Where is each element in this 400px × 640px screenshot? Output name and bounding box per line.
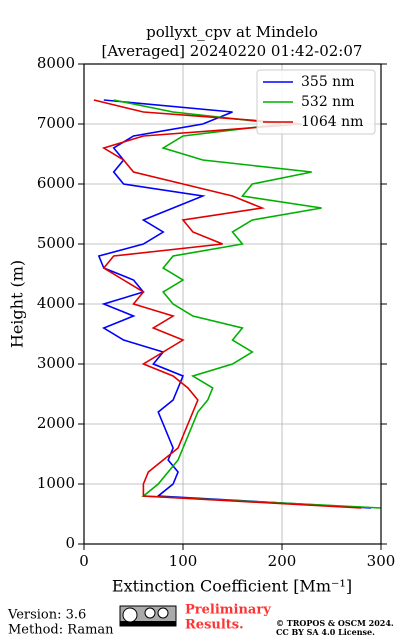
y-tick-label: 2000 bbox=[37, 414, 75, 432]
plot-frame bbox=[83, 63, 382, 545]
y-tick-label: 1000 bbox=[37, 474, 75, 492]
legend-label: 532 nm bbox=[301, 94, 354, 110]
y-tick-label: 8000 bbox=[37, 54, 75, 72]
x-tick-label: 300 bbox=[367, 552, 396, 570]
chart-title: [Averaged] 20240220 01:42-02:07 bbox=[102, 42, 363, 60]
x-axis-label: Extinction Coefficient [Mm⁻¹] bbox=[112, 577, 352, 596]
status: Preliminary bbox=[185, 603, 271, 618]
x-tick-label: 200 bbox=[268, 552, 297, 570]
profile-line bbox=[113, 99, 382, 509]
profile-line bbox=[97, 99, 372, 509]
y-axis-label: Height (m) bbox=[8, 260, 27, 348]
y-tick-label: 0 bbox=[65, 534, 75, 552]
y-tick-label: 6000 bbox=[37, 174, 75, 192]
legend-label: 1064 nm bbox=[301, 114, 363, 130]
legend-label: 355 nm bbox=[301, 74, 354, 90]
x-tick-label: 100 bbox=[169, 552, 198, 570]
x-tick-label: 0 bbox=[79, 552, 89, 570]
copyright: © TROPOS & OSCM 2024. bbox=[276, 618, 394, 628]
y-tick-label: 7000 bbox=[37, 114, 75, 132]
y-tick-label: 4000 bbox=[37, 294, 75, 312]
y-tick-label: 5000 bbox=[37, 234, 75, 252]
version: Version: 3.6 bbox=[7, 608, 86, 623]
copyright: CC BY SA 4.0 License. bbox=[276, 627, 375, 637]
legend-box bbox=[256, 69, 376, 135]
cc-logo bbox=[119, 605, 177, 627]
profile-line bbox=[93, 99, 362, 509]
method: Method: Raman bbox=[8, 623, 114, 638]
status: Results. bbox=[185, 618, 244, 633]
chart-title: pollyxt_cpv at Mindelo bbox=[146, 23, 318, 41]
y-tick-label: 3000 bbox=[37, 354, 75, 372]
